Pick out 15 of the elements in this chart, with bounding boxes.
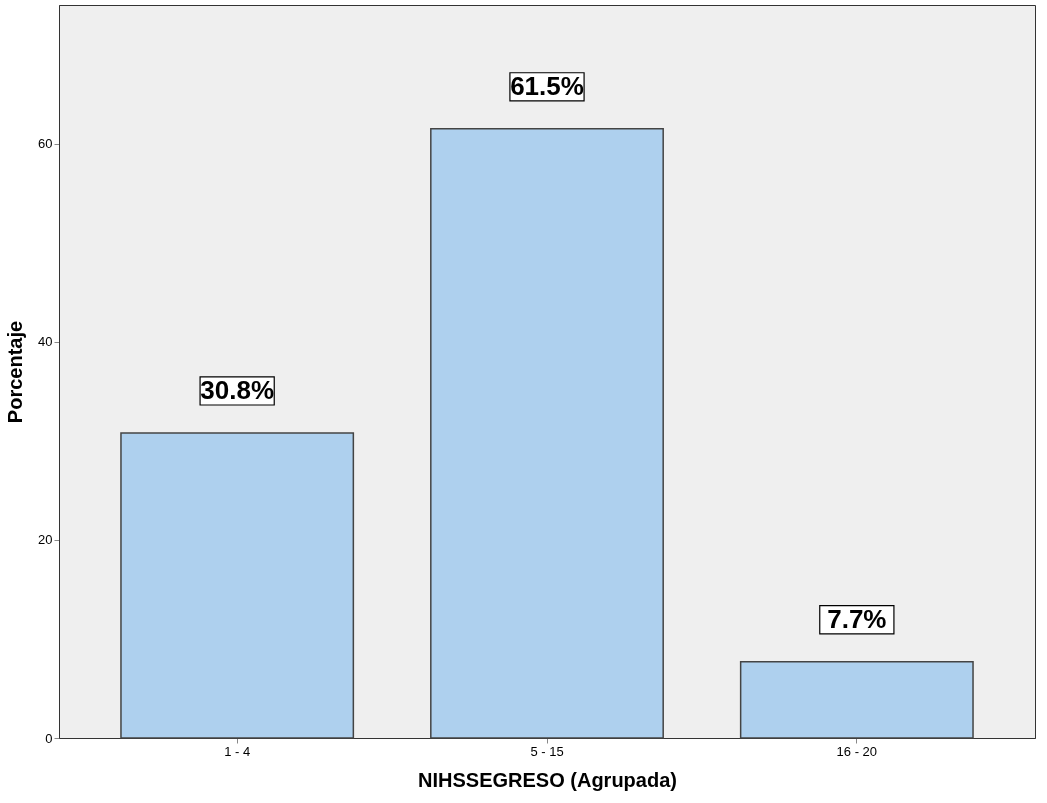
y-axis-title: Porcentaje [4, 320, 27, 424]
y-tick-label: 0 [45, 730, 53, 746]
data-label: 7.7% [827, 603, 887, 634]
data-label: 30.8% [200, 374, 275, 405]
bar [120, 432, 355, 739]
y-tick-label: 60 [38, 136, 53, 152]
y-tick-label: 40 [38, 334, 53, 350]
x-axis-title: NIHSSEGRESO (Agrupada) [418, 768, 677, 791]
bar [739, 660, 974, 739]
bar [430, 128, 664, 739]
x-tick-label: 5 - 15 [530, 743, 564, 759]
y-tick-label: 20 [38, 532, 53, 548]
data-label: 61.5% [510, 70, 584, 101]
x-tick-label: 16 - 20 [836, 743, 878, 759]
x-tick-label: 1 - 4 [224, 743, 251, 759]
